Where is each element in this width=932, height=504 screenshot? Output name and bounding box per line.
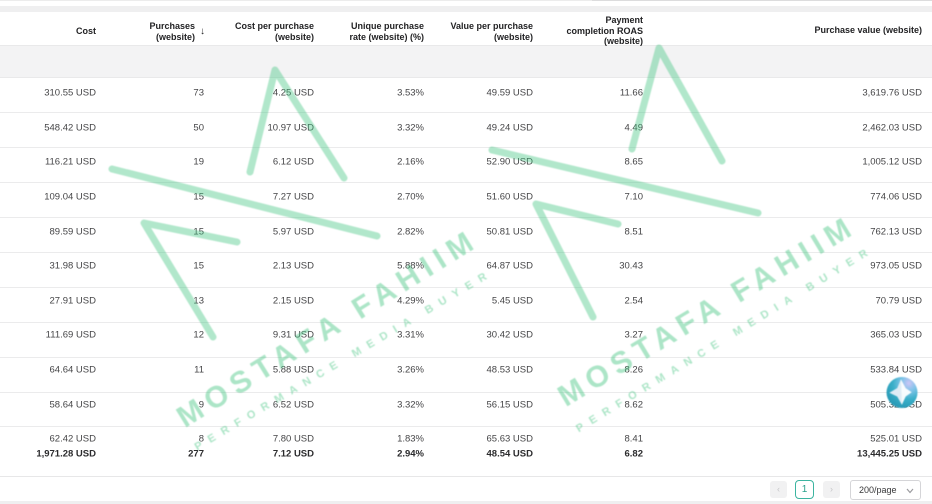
svg-text:PERFORMANCE MEDIA BUYER: PERFORMANCE MEDIA BUYER	[193, 267, 496, 454]
svg-text:MOSTAFA FAHIIM: MOSTAFA FAHIIM	[171, 223, 485, 435]
svg-text:MOSTAFA FAHIIM: MOSTAFA FAHIIM	[552, 209, 862, 413]
svg-text:PERFORMANCE MEDIA BUYER: PERFORMANCE MEDIA BUYER	[574, 243, 877, 435]
